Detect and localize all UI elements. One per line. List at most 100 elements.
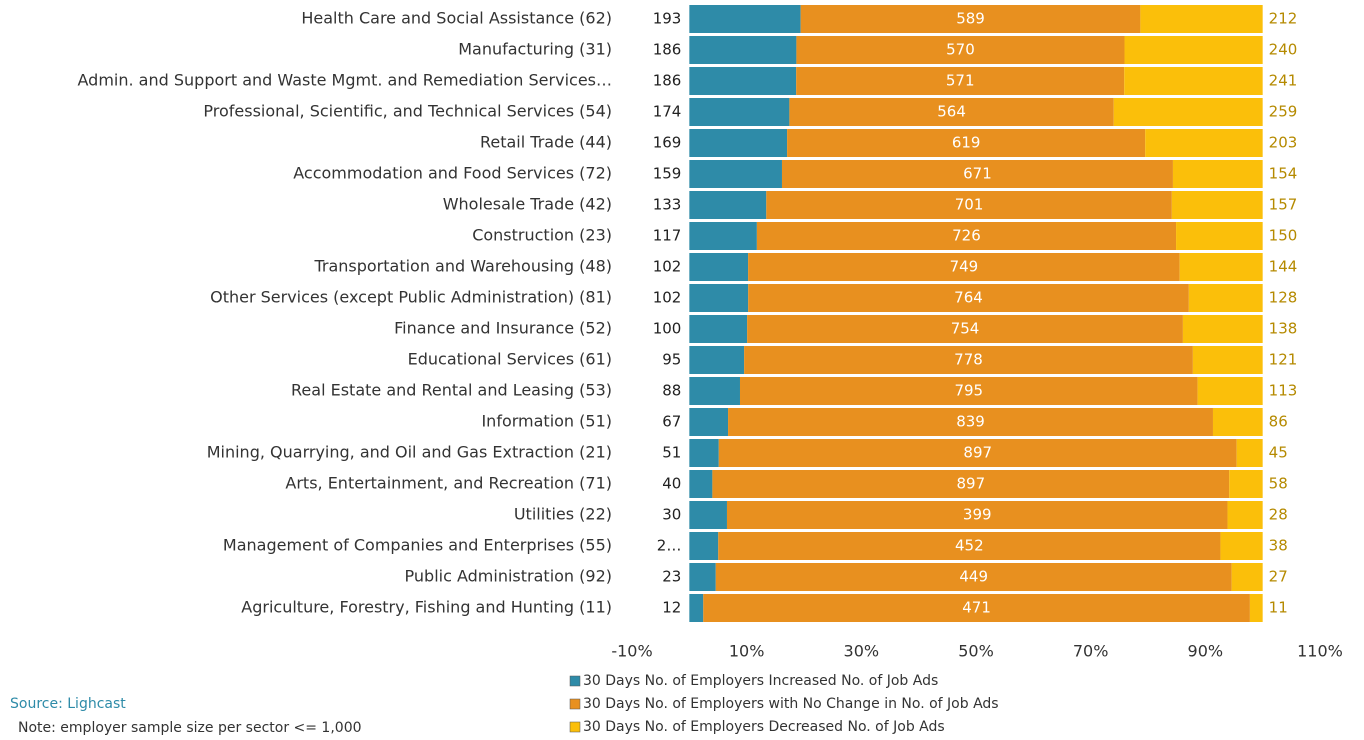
value-label: 121 bbox=[1269, 351, 1298, 369]
value-label: 40 bbox=[662, 475, 681, 493]
category-label: Retail Trade (44) bbox=[480, 133, 612, 152]
bar-segment bbox=[1171, 191, 1263, 219]
bar-segment bbox=[1236, 439, 1263, 467]
value-label: 67 bbox=[662, 413, 681, 431]
x-tick-label: 90% bbox=[1188, 642, 1224, 661]
legend-swatch bbox=[569, 698, 581, 710]
legend-swatch bbox=[569, 721, 581, 733]
note: Note: employer sample size per sector <=… bbox=[18, 720, 362, 736]
value-label: 11 bbox=[1269, 599, 1288, 617]
bar-segment bbox=[712, 470, 1230, 498]
bar-segment bbox=[689, 129, 788, 157]
value-label: 701 bbox=[955, 196, 984, 214]
value-label: 51 bbox=[662, 444, 681, 462]
bar-segment bbox=[728, 408, 1213, 436]
bar-segment bbox=[787, 129, 1146, 157]
bar-segment bbox=[789, 98, 1114, 126]
value-label: 778 bbox=[954, 351, 983, 369]
bar-segment bbox=[689, 98, 790, 126]
bar-segment bbox=[715, 563, 1232, 591]
value-label: 452 bbox=[955, 537, 984, 555]
bar-segment bbox=[718, 439, 1237, 467]
value-label: 102 bbox=[653, 258, 682, 276]
value-label: 240 bbox=[1269, 41, 1298, 59]
bar-segment bbox=[689, 439, 719, 467]
value-label: 95 bbox=[662, 351, 681, 369]
value-label: 203 bbox=[1269, 134, 1298, 152]
value-label: 86 bbox=[1269, 413, 1288, 431]
value-label: 795 bbox=[954, 382, 983, 400]
category-label: Arts, Entertainment, and Recreation (71) bbox=[285, 474, 612, 493]
bar-segment bbox=[703, 594, 1250, 622]
bar-segment bbox=[747, 315, 1183, 343]
bar-segment bbox=[689, 501, 727, 529]
value-label: 186 bbox=[653, 41, 682, 59]
x-tick-label: 110% bbox=[1297, 642, 1343, 661]
bar-segment bbox=[748, 253, 1180, 281]
bar-segment bbox=[689, 470, 713, 498]
legend-label: 30 Days No. of Employers with No Change … bbox=[583, 696, 999, 712]
value-label: 133 bbox=[653, 196, 682, 214]
value-label: 38 bbox=[1269, 537, 1288, 555]
value-label: 839 bbox=[956, 413, 985, 431]
value-label: 471 bbox=[962, 599, 991, 617]
value-label: 45 bbox=[1269, 444, 1288, 462]
bar-segment bbox=[689, 5, 801, 33]
bar-segment bbox=[748, 284, 1189, 312]
bar-segment bbox=[1140, 5, 1263, 33]
legend-label: 30 Days No. of Employers Increased No. o… bbox=[583, 673, 938, 689]
bar-segment bbox=[726, 501, 1228, 529]
category-label: Health Care and Social Assistance (62) bbox=[301, 9, 612, 28]
value-label: 754 bbox=[951, 320, 980, 338]
value-label: 28 bbox=[1269, 506, 1288, 524]
bar-segment bbox=[1172, 160, 1263, 188]
bar-segment bbox=[689, 563, 716, 591]
value-label: 564 bbox=[937, 103, 966, 121]
bar-segment bbox=[689, 594, 704, 622]
bar-segment bbox=[1124, 67, 1263, 95]
bar-segment bbox=[781, 160, 1173, 188]
x-tick-label: 50% bbox=[958, 642, 994, 661]
bar-segment bbox=[739, 377, 1198, 405]
bar-segment bbox=[1188, 284, 1263, 312]
value-label: 102 bbox=[653, 289, 682, 307]
category-label: Professional, Scientific, and Technical … bbox=[203, 102, 612, 121]
source: Source: Lighcast bbox=[10, 696, 126, 712]
bar-segment bbox=[1113, 98, 1263, 126]
bar-segment bbox=[1197, 377, 1263, 405]
bar-segment bbox=[1227, 501, 1263, 529]
value-label: 30 bbox=[662, 506, 681, 524]
value-label: 186 bbox=[653, 72, 682, 90]
bar-segment bbox=[718, 532, 1221, 560]
value-label: 154 bbox=[1269, 165, 1298, 183]
bar-segment bbox=[689, 346, 745, 374]
bar-segment bbox=[689, 191, 767, 219]
bar-segment bbox=[689, 315, 748, 343]
value-label: 27 bbox=[1269, 568, 1288, 586]
bar-segment bbox=[800, 5, 1141, 33]
bar-segment bbox=[796, 67, 1125, 95]
bar-segment bbox=[689, 253, 749, 281]
bar-segment bbox=[1192, 346, 1263, 374]
bar-segment bbox=[689, 408, 729, 436]
category-label: Educational Services (61) bbox=[408, 350, 612, 369]
category-label: Management of Companies and Enterprises … bbox=[223, 536, 612, 555]
value-label: 169 bbox=[653, 134, 682, 152]
category-label: Public Administration (92) bbox=[405, 567, 612, 586]
value-label: 897 bbox=[956, 475, 985, 493]
value-label: 570 bbox=[946, 41, 975, 59]
value-label: 764 bbox=[954, 289, 983, 307]
category-label: Wholesale Trade (42) bbox=[443, 195, 612, 214]
category-label: Real Estate and Rental and Leasing (53) bbox=[291, 381, 612, 400]
value-label: 259 bbox=[1269, 103, 1298, 121]
bar-segment bbox=[796, 36, 1125, 64]
bar-segment bbox=[1249, 594, 1263, 622]
x-tick-label: 10% bbox=[729, 642, 765, 661]
value-label: 23 bbox=[662, 568, 681, 586]
x-tick-label: -10% bbox=[611, 642, 652, 661]
value-label: 212 bbox=[1269, 10, 1298, 28]
value-label: 193 bbox=[653, 10, 682, 28]
category-label: Construction (23) bbox=[472, 226, 612, 245]
category-label: Admin. and Support and Waste Mgmt. and R… bbox=[78, 71, 612, 90]
